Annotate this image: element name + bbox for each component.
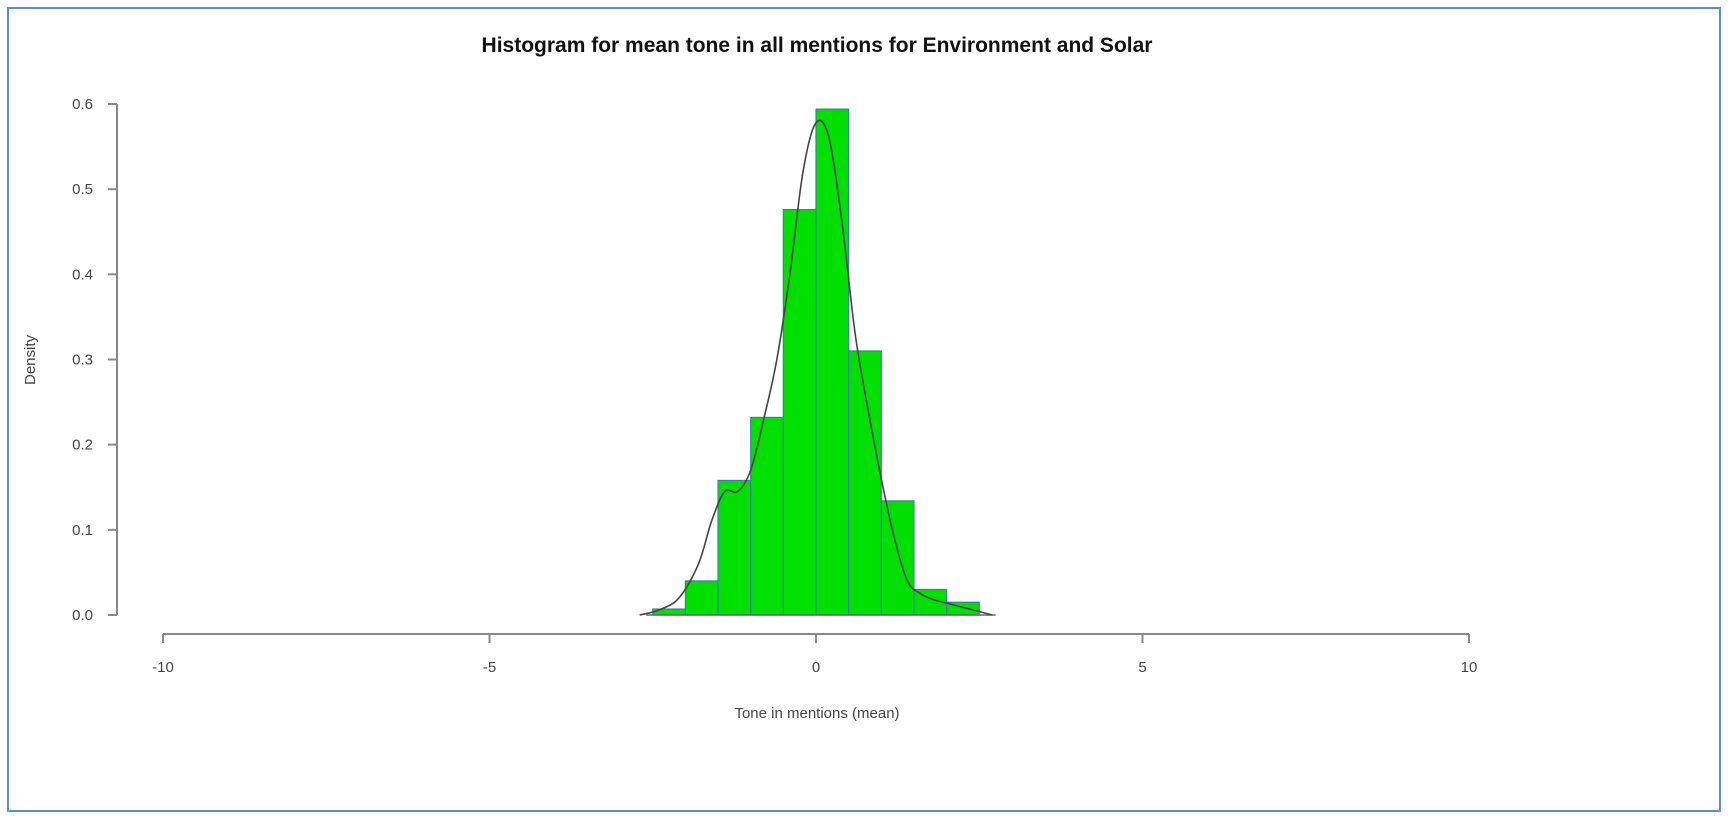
histogram-bar (782, 209, 817, 616)
x-tick-label: -10 (152, 659, 174, 676)
y-tick-label: 0.0 (72, 607, 93, 624)
density-curve (639, 119, 993, 616)
x-tick-label: -5 (483, 659, 496, 676)
y-tick-label: 0.4 (72, 266, 93, 283)
x-tick-label: 0 (812, 659, 820, 676)
histogram-bar (717, 479, 752, 616)
chart-title: Histogram for mean tone in all mentions … (482, 34, 1153, 57)
histogram-bar (750, 416, 784, 616)
y-tick-label: 0.5 (72, 181, 93, 198)
y-axis-label: Density (22, 334, 39, 385)
y-tick-label: 0.6 (72, 96, 93, 113)
x-tick-label: 5 (1138, 659, 1146, 676)
x-tick-label: 10 (1461, 659, 1478, 676)
histogram-bars (646, 108, 996, 616)
y-tick-label: 0.3 (72, 352, 93, 369)
histogram-bar (684, 580, 719, 616)
y-axis: 0.0 0.1 0.2 0.3 0.4 0.5 0.6 (72, 96, 118, 624)
y-tick-label: 0.2 (72, 437, 93, 454)
x-axis-label: Tone in mentions (mean) (734, 705, 899, 722)
x-axis: -10 -5 0 5 10 (152, 633, 1478, 676)
histogram-bar (815, 108, 850, 616)
histogram-bar (880, 500, 915, 616)
y-tick-label: 0.1 (72, 522, 93, 539)
